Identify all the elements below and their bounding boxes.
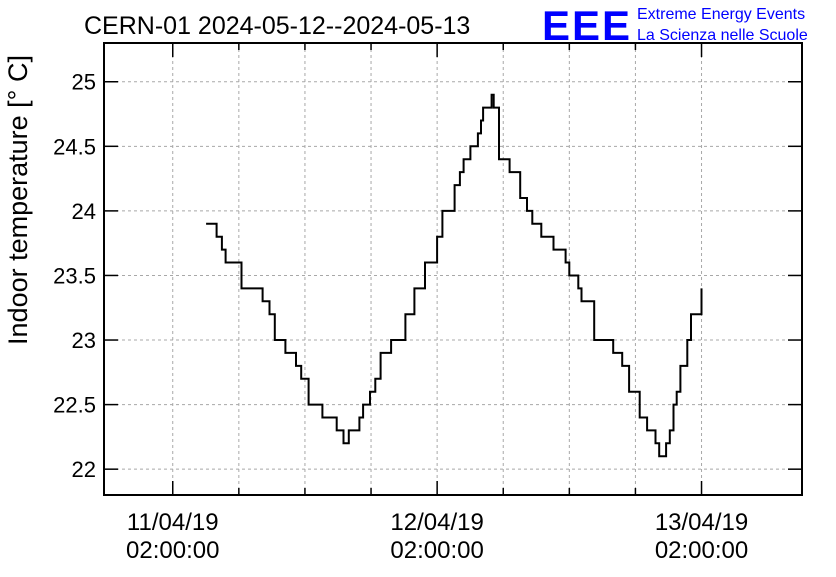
x-tick-label-time: 02:00:00 xyxy=(655,537,748,564)
label-layer: 2222.52323.52424.52511/04/1902:00:0012/0… xyxy=(53,70,748,564)
eee-logo-line1: Extreme Energy Events xyxy=(637,6,805,23)
y-tick-label: 22 xyxy=(72,457,96,482)
temperature-series-line xyxy=(206,93,703,458)
x-tick-label-date: 12/04/19 xyxy=(390,509,483,536)
x-tick-label-date: 13/04/19 xyxy=(655,509,748,536)
y-axis-label: Indoor temperature [° C] xyxy=(3,55,33,345)
eee-logo-mark: EEE xyxy=(542,2,632,49)
y-tick-label: 25 xyxy=(72,70,96,95)
tick-layer xyxy=(104,43,802,495)
y-tick-label: 22.5 xyxy=(53,393,96,418)
y-tick-label: 24.5 xyxy=(53,134,96,159)
y-tick-label: 23 xyxy=(72,328,96,353)
y-tick-label: 23.5 xyxy=(53,263,96,288)
series-layer xyxy=(206,93,703,458)
x-tick-label-time: 02:00:00 xyxy=(390,537,483,564)
eee-logo: EEE Extreme Energy Events La Scienza nel… xyxy=(542,2,808,49)
plot-frame xyxy=(103,42,803,496)
x-tick-label-date: 11/04/19 xyxy=(127,509,219,536)
eee-logo-line2: La Scienza nelle Scuole xyxy=(637,27,808,44)
y-tick-label: 24 xyxy=(72,199,96,224)
chart-title: CERN-01 2024-05-12--2024-05-13 xyxy=(84,12,470,40)
x-tick-label-time: 02:00:00 xyxy=(126,537,219,564)
